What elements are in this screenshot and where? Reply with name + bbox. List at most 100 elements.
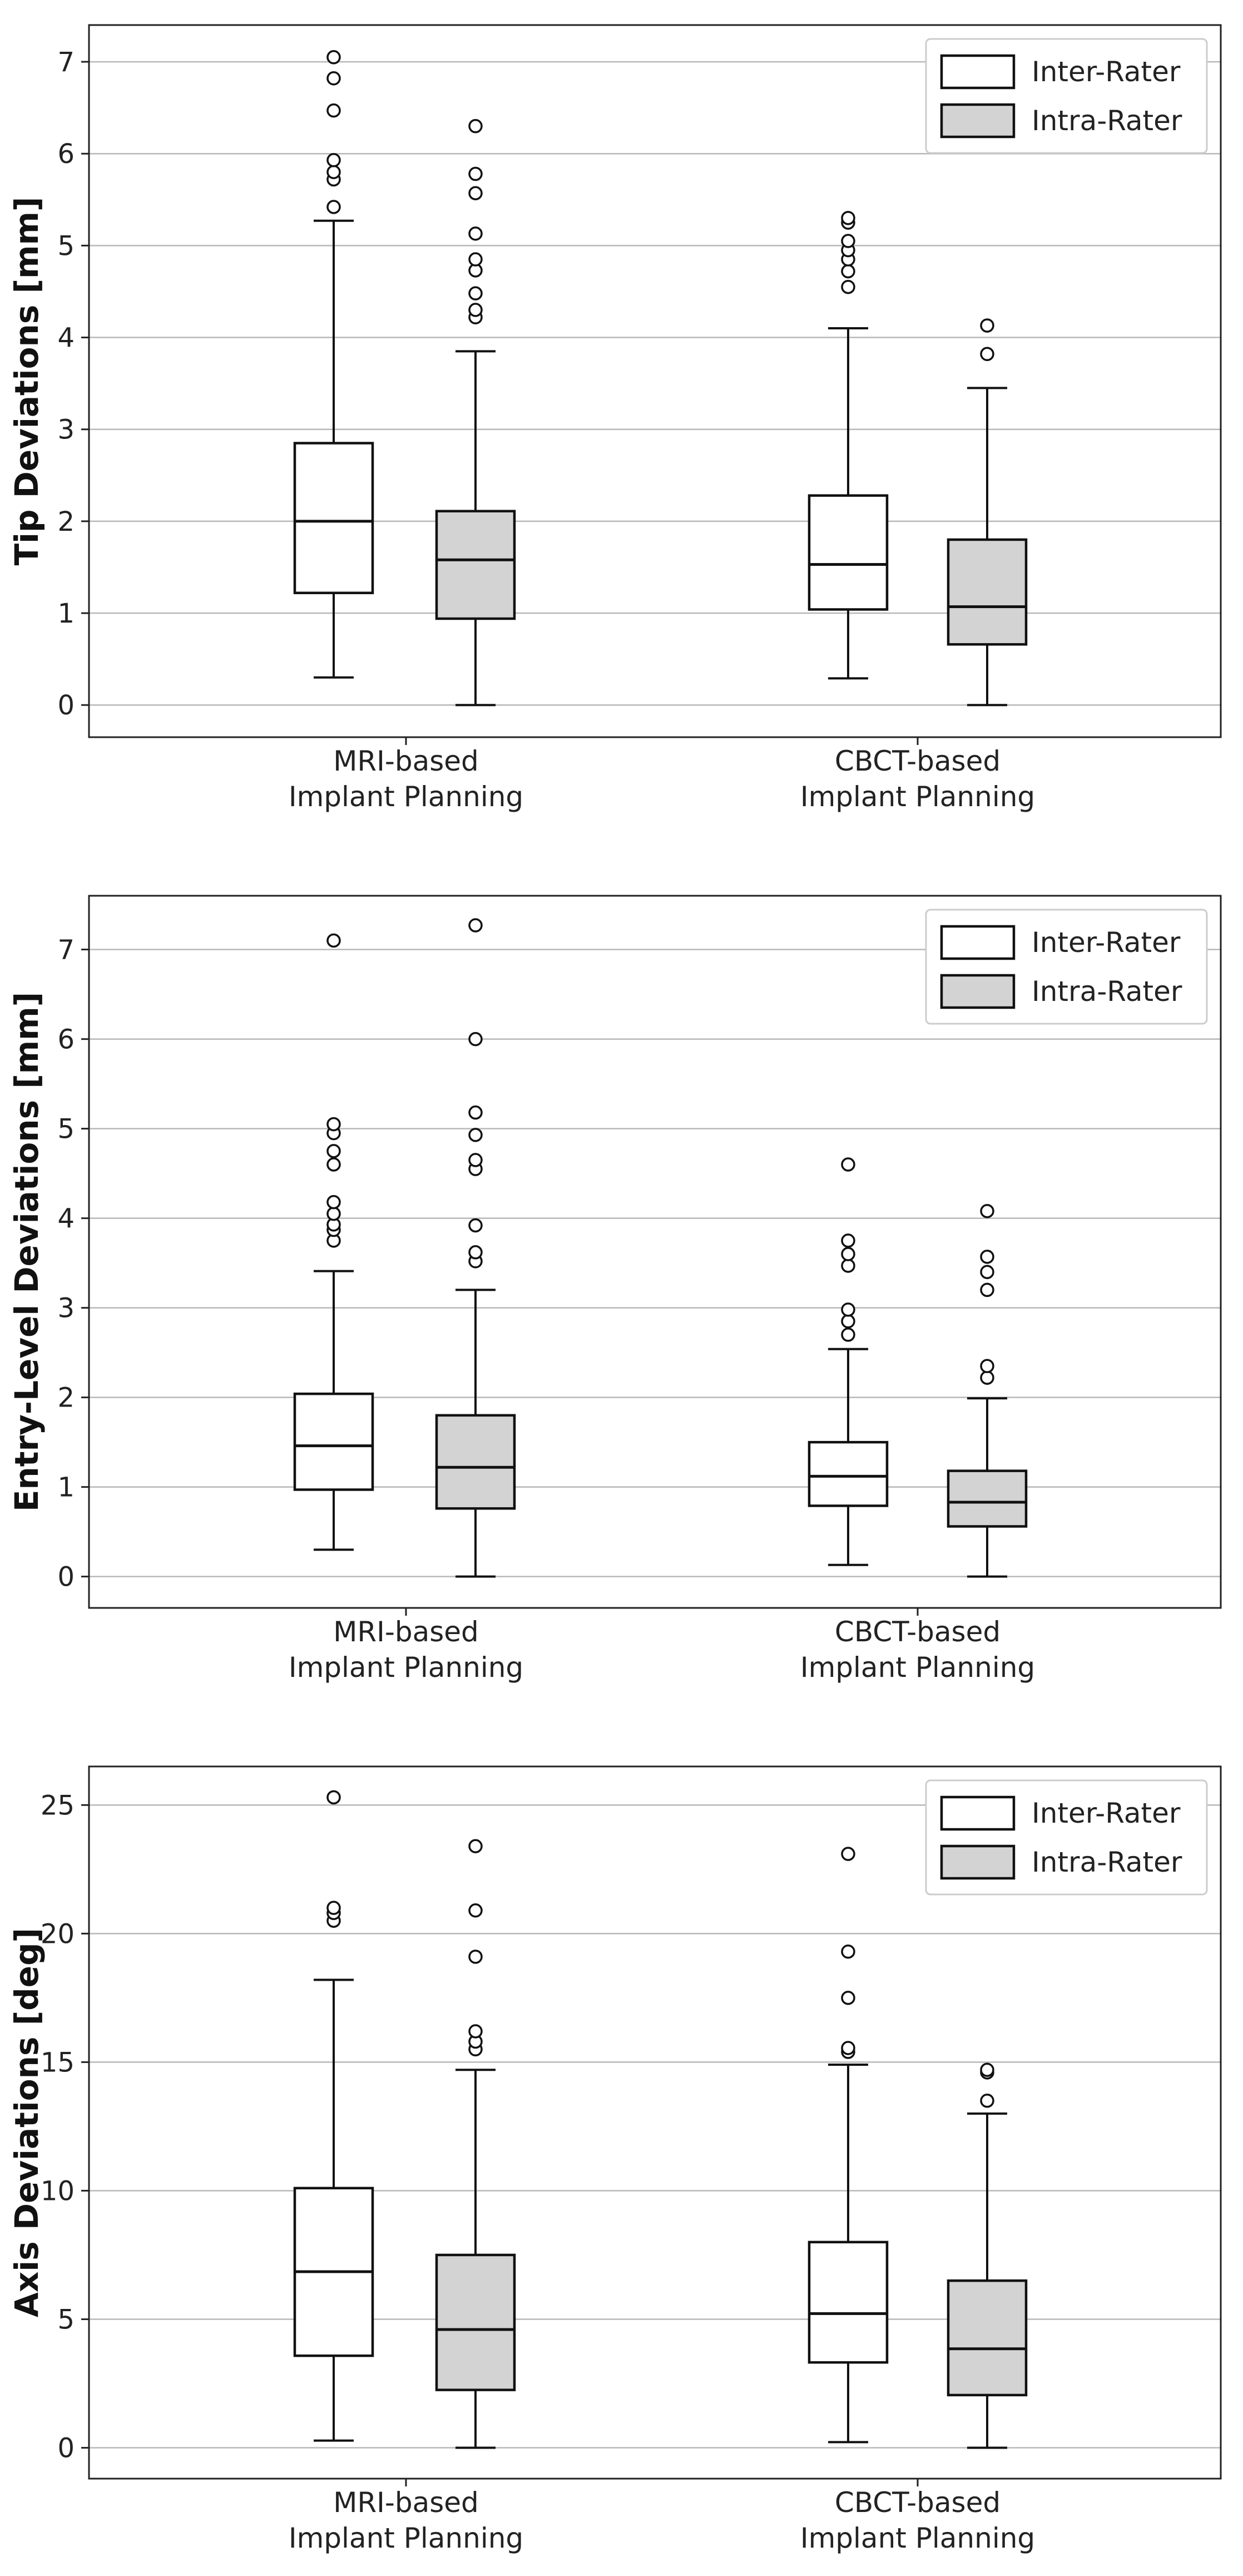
iqr-box: [808, 1440, 889, 1507]
y-tick-label: 5: [57, 230, 75, 261]
box-inter-rater-mri: [293, 50, 374, 679]
outlier-point: [841, 234, 855, 248]
y-axis-label: Tip Deviations [mm]: [8, 197, 46, 566]
x-category-label-line: CBCT-based: [835, 2486, 1001, 2519]
legend: Inter-Rater Intra-Rater: [925, 909, 1208, 1025]
x-category-label: MRI-based Implant Planning: [289, 2486, 523, 2554]
legend-label-intra-rater: Intra-Rater: [1032, 1846, 1182, 1878]
iqr-box: [293, 442, 374, 594]
box-inter-rater-cbct: [808, 1157, 889, 1566]
outlier-point: [326, 165, 341, 180]
legend-label-inter-rater: Inter-Rater: [1032, 56, 1181, 88]
y-tick-label: 7: [57, 935, 75, 966]
y-tick-label: 10: [41, 2175, 75, 2207]
iqr-box: [435, 510, 516, 620]
y-tick-label: 6: [57, 1024, 75, 1055]
box-intra-rater-cbct: [947, 2062, 1028, 2449]
iqr-box: [947, 538, 1028, 646]
y-tick-label: 3: [57, 414, 75, 446]
outlier-point: [980, 2062, 994, 2077]
legend-swatch-intra-rater: [940, 103, 1016, 139]
outlier-point: [468, 1105, 483, 1120]
iqr-box: [435, 1414, 516, 1510]
y-tick-label: 5: [57, 1114, 75, 1145]
box-intra-rater-mri: [435, 119, 516, 707]
y-tick-label: 3: [57, 1293, 75, 1324]
outlier-point: [841, 2041, 855, 2055]
x-category-label: CBCT-based Implant Planning: [800, 2486, 1035, 2554]
iqr-box: [808, 2241, 889, 2364]
iqr-box: [293, 1392, 374, 1491]
y-axis-label: Axis Deviations [deg]: [8, 1928, 46, 2317]
y-tick-label: 7: [57, 47, 75, 78]
y-tick-label: 20: [41, 1918, 75, 1950]
iqr-box: [435, 2253, 516, 2391]
outlier-point: [468, 1153, 483, 1167]
box-intra-rater-mri: [435, 1839, 516, 2449]
axes-frame: [88, 24, 1222, 738]
axes-frame: [88, 895, 1222, 1609]
legend-label-inter-rater: Inter-Rater: [1032, 926, 1181, 959]
y-tick-label: 6: [57, 139, 75, 170]
outlier-point: [468, 918, 483, 932]
x-category-label: CBCT-based Implant Planning: [800, 1616, 1035, 1684]
x-category-label: CBCT-based Implant Planning: [800, 745, 1035, 813]
iqr-box: [947, 1469, 1028, 1528]
y-tick-label: 5: [57, 2304, 75, 2336]
iqr-box: [808, 494, 889, 611]
outlier-point: [980, 1359, 994, 1374]
legend-swatch-inter-rater: [940, 54, 1016, 90]
outlier-point: [841, 1247, 855, 1261]
outlier-point: [841, 1157, 855, 1172]
outlier-point: [468, 252, 483, 267]
legend-swatch-inter-rater: [940, 1795, 1016, 1831]
chart-panel-3: 0 5 10 15 20 25 Axis Deviations [deg] MRI-based…: [8, 1765, 1222, 2554]
outlier-point: [841, 211, 855, 225]
y-tick-label: 4: [57, 1203, 75, 1235]
x-category-label-line: MRI-based: [333, 745, 479, 777]
x-category-label: MRI-based Implant Planning: [289, 1616, 523, 1684]
chart-panel-1: 0 1 2 3 4 5 6 7 Tip Deviations [mm] MRI-based Impl…: [8, 24, 1222, 813]
legend: Inter-Rater Intra-Rater: [925, 1779, 1208, 1896]
y-tick-label: 1: [57, 598, 75, 629]
iqr-box: [947, 2279, 1028, 2397]
y-tick-label: 4: [57, 323, 75, 354]
outlier-point: [468, 1245, 483, 1260]
x-category-label: MRI-based Implant Planning: [289, 745, 523, 813]
outlier-point: [841, 264, 855, 279]
x-category-label-line: CBCT-based: [835, 1616, 1001, 1648]
outlier-point: [468, 166, 483, 181]
outlier-point: [326, 933, 341, 948]
legend-swatch-inter-rater: [940, 925, 1016, 960]
outlier-point: [841, 1944, 855, 1959]
outlier-point: [326, 103, 341, 118]
y-axis-label: Entry-Level Deviations [mm]: [8, 992, 46, 1512]
box-intra-rater-mri: [435, 918, 516, 1578]
legend: Inter-Rater Intra-Rater: [925, 38, 1208, 154]
y-tick-label: 25: [41, 1790, 75, 1821]
outlier-point: [326, 1206, 341, 1221]
outlier-point: [468, 2024, 483, 2039]
outlier-point: [980, 1265, 994, 1279]
outlier-point: [468, 226, 483, 241]
outlier-point: [326, 1117, 341, 1132]
outlier-point: [326, 1195, 341, 1210]
outlier-point: [841, 279, 855, 294]
outlier-point: [841, 1328, 855, 1342]
x-category-label-line: CBCT-based: [835, 745, 1001, 777]
legend-label-intra-rater: Intra-Rater: [1032, 105, 1182, 137]
outlier-point: [468, 119, 483, 134]
box-inter-rater-cbct: [808, 1847, 889, 2444]
outlier-point: [468, 1032, 483, 1047]
outlier-point: [326, 200, 341, 214]
outlier-point: [468, 1950, 483, 1964]
outlier-point: [841, 1233, 855, 1248]
outlier-point: [841, 1991, 855, 2005]
x-category-label-line: MRI-based: [333, 1616, 479, 1648]
outlier-point: [468, 1128, 483, 1142]
legend-swatch-intra-rater: [940, 1844, 1016, 1880]
y-tick-label: 1: [57, 1472, 75, 1503]
x-category-label-line: Implant Planning: [289, 781, 523, 813]
x-category-label-line: Implant Planning: [800, 781, 1035, 813]
